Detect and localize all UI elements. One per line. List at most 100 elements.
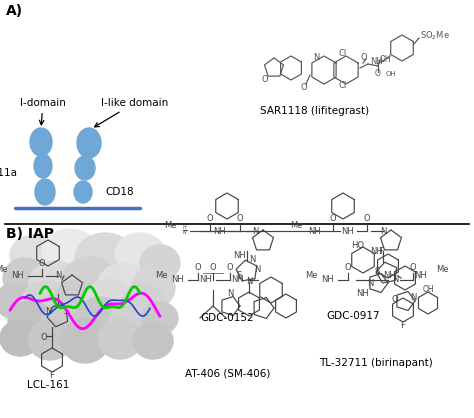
Text: OH: OH [422, 285, 434, 295]
Text: TL-32711 (birinapant): TL-32711 (birinapant) [319, 358, 433, 368]
Text: N: N [249, 255, 255, 263]
Text: S: S [237, 270, 242, 280]
Text: O: O [375, 69, 381, 79]
Text: Me: Me [436, 265, 448, 275]
Text: O: O [207, 214, 213, 223]
Text: N: N [246, 276, 252, 285]
Text: Me: Me [155, 272, 168, 280]
Text: F: F [378, 247, 383, 257]
Text: GDC-0917: GDC-0917 [326, 311, 380, 321]
Ellipse shape [133, 323, 173, 359]
Text: O: O [227, 263, 233, 272]
Ellipse shape [3, 258, 47, 298]
Text: NH: NH [415, 272, 428, 280]
Text: F: F [49, 370, 55, 380]
Text: S: S [64, 308, 69, 316]
Text: O: O [301, 84, 307, 92]
Text: N: N [410, 293, 416, 301]
Text: Cl: Cl [339, 82, 347, 91]
Text: LCL-161: LCL-161 [27, 380, 69, 390]
Ellipse shape [98, 319, 142, 359]
Ellipse shape [98, 263, 148, 307]
Ellipse shape [28, 320, 72, 360]
Text: N: N [252, 227, 258, 235]
Text: NH: NH [342, 227, 355, 235]
Text: NH: NH [232, 275, 245, 285]
Text: S: S [374, 267, 380, 275]
Text: A): A) [6, 4, 23, 18]
Ellipse shape [62, 257, 118, 305]
Text: O: O [195, 263, 201, 272]
Text: N: N [313, 54, 319, 63]
Text: Me: Me [164, 221, 177, 229]
Text: NH: NH [234, 250, 246, 260]
Text: NH: NH [383, 272, 396, 280]
Text: OH: OH [380, 54, 392, 64]
Text: Me: Me [0, 265, 8, 275]
Text: NH: NH [370, 58, 383, 66]
Text: N: N [392, 275, 398, 283]
Ellipse shape [30, 128, 52, 156]
Ellipse shape [75, 233, 135, 283]
Text: NH: NH [322, 275, 334, 285]
Ellipse shape [8, 301, 52, 341]
Text: SAR1118 (lifitegrast): SAR1118 (lifitegrast) [260, 106, 370, 116]
Text: O: O [364, 214, 370, 223]
Text: N: N [55, 272, 61, 280]
Ellipse shape [131, 268, 175, 308]
Text: Me: Me [291, 221, 303, 229]
Ellipse shape [74, 297, 126, 345]
Text: O: O [39, 259, 46, 268]
Ellipse shape [140, 245, 180, 281]
Text: N: N [380, 227, 386, 235]
Ellipse shape [61, 319, 109, 363]
FancyBboxPatch shape [5, 243, 165, 363]
Ellipse shape [29, 261, 81, 305]
Ellipse shape [51, 281, 103, 329]
Ellipse shape [10, 235, 60, 275]
Text: NH: NH [214, 227, 227, 235]
Text: O: O [410, 263, 416, 272]
Ellipse shape [85, 279, 135, 323]
Ellipse shape [121, 285, 165, 325]
Text: CD18: CD18 [105, 187, 134, 197]
Text: HO: HO [352, 240, 365, 250]
Text: N: N [45, 308, 51, 316]
Ellipse shape [41, 301, 89, 345]
Text: F: F [401, 321, 406, 331]
Ellipse shape [34, 154, 52, 178]
Text: I-domain: I-domain [20, 98, 66, 125]
Ellipse shape [142, 302, 178, 334]
Text: Me: Me [306, 272, 318, 280]
Text: OH: OH [386, 71, 397, 77]
Ellipse shape [42, 229, 98, 273]
Text: I-like domain: I-like domain [95, 98, 168, 127]
Text: NH: NH [12, 272, 24, 280]
Text: AT-406 (SM-406): AT-406 (SM-406) [185, 368, 271, 378]
Ellipse shape [74, 181, 92, 203]
Text: NH: NH [200, 275, 212, 285]
Text: GDC-0152: GDC-0152 [200, 313, 254, 323]
Text: N: N [227, 288, 233, 298]
Text: NH: NH [356, 288, 369, 298]
Text: NH: NH [172, 275, 184, 285]
Text: SO$_2$Me: SO$_2$Me [420, 30, 450, 42]
Text: O: O [330, 214, 337, 223]
Text: O: O [345, 263, 351, 272]
Ellipse shape [0, 320, 40, 356]
Ellipse shape [0, 283, 35, 319]
Ellipse shape [115, 233, 165, 273]
Text: N: N [254, 265, 260, 273]
Text: O: O [262, 76, 268, 84]
Ellipse shape [21, 281, 69, 325]
Text: O: O [210, 263, 216, 273]
Text: O: O [392, 295, 398, 303]
Text: O: O [361, 54, 367, 63]
Text: NH: NH [309, 227, 321, 235]
Text: CD11a: CD11a [0, 168, 17, 178]
Ellipse shape [109, 301, 157, 345]
Text: Cl: Cl [339, 48, 347, 58]
Text: NH: NH [371, 247, 383, 255]
Ellipse shape [35, 179, 55, 205]
Text: O: O [237, 214, 243, 223]
